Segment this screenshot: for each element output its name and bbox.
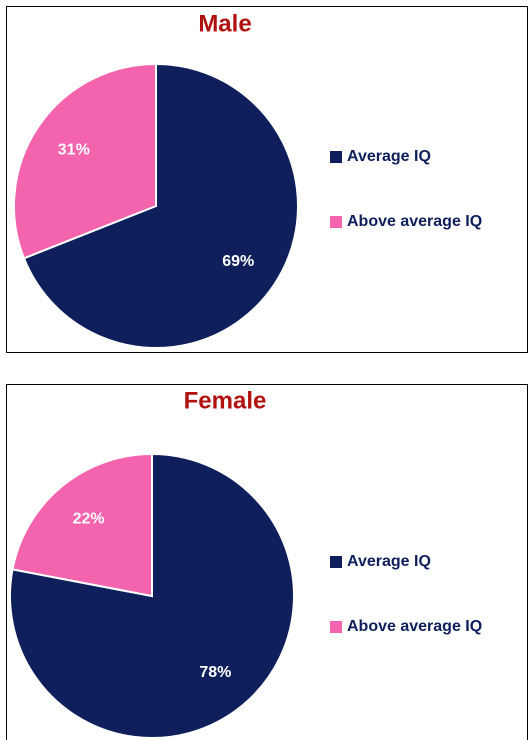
legend-swatch [330, 151, 342, 163]
slice-label: 31% [58, 141, 90, 158]
slice-label: 22% [73, 511, 105, 528]
legend-label: Above average IQ [347, 618, 482, 635]
chart-title: Male [198, 10, 251, 37]
slice-label: 69% [222, 253, 254, 270]
legend-swatch [330, 621, 342, 633]
legend-label: Above average IQ [347, 213, 482, 230]
pie-slice [13, 62, 157, 260]
pie-slice [22, 62, 299, 349]
chart-title: Female [184, 387, 267, 414]
legend-swatch [330, 556, 342, 568]
slice-label: 78% [199, 664, 231, 681]
pie-slice [11, 452, 153, 598]
legend-swatch [330, 216, 342, 228]
legend-label: Average IQ [347, 553, 431, 570]
legend-label: Average IQ [347, 148, 431, 165]
